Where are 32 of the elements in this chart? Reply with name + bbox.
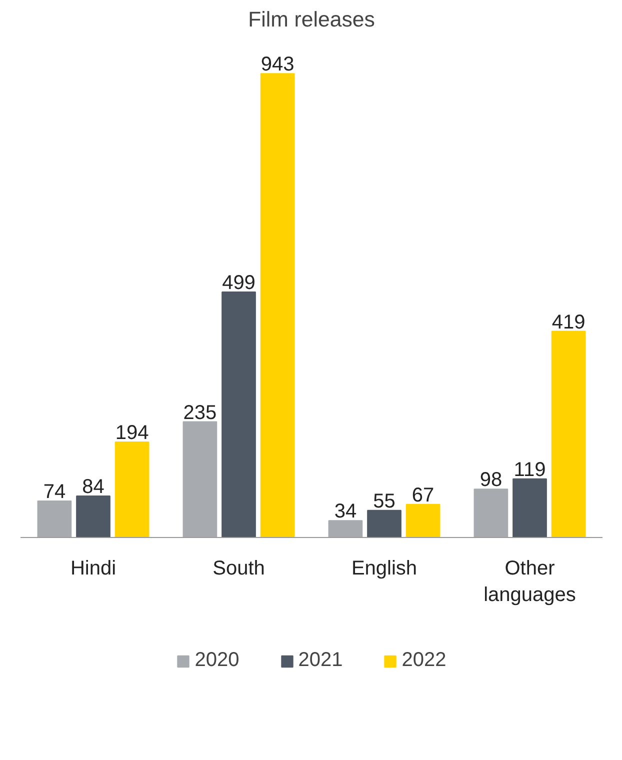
bar xyxy=(76,496,110,538)
bar xyxy=(474,488,508,538)
bar xyxy=(328,520,363,538)
bar xyxy=(406,504,440,538)
x-tick-label: Hindi xyxy=(70,557,116,580)
data-label: 84 xyxy=(82,476,104,498)
bar xyxy=(260,73,295,538)
bar xyxy=(367,510,402,538)
data-label: 419 xyxy=(552,311,586,334)
legend-label: 2022 xyxy=(402,649,446,672)
data-label: 943 xyxy=(260,54,294,76)
data-label: 194 xyxy=(115,422,149,444)
data-label: 55 xyxy=(373,490,396,512)
chart-title: Film releases xyxy=(248,8,375,32)
data-label: 74 xyxy=(43,480,66,503)
data-label: 98 xyxy=(480,469,502,492)
bar xyxy=(551,330,586,538)
bar xyxy=(182,421,218,538)
data-label: 34 xyxy=(334,500,357,523)
x-tick-label: South xyxy=(212,557,265,580)
bar xyxy=(222,291,256,538)
x-tick-label: Other languages xyxy=(484,557,576,606)
bar xyxy=(512,478,547,538)
legend-label: 2021 xyxy=(298,649,343,672)
bar xyxy=(37,500,72,538)
data-label: 119 xyxy=(514,458,546,481)
data-label: 499 xyxy=(222,272,256,294)
legend-label: 2020 xyxy=(194,649,240,672)
bar xyxy=(114,441,150,538)
data-label: 235 xyxy=(183,402,217,424)
x-tick-label: English xyxy=(351,557,418,580)
data-label: 67 xyxy=(412,484,434,506)
